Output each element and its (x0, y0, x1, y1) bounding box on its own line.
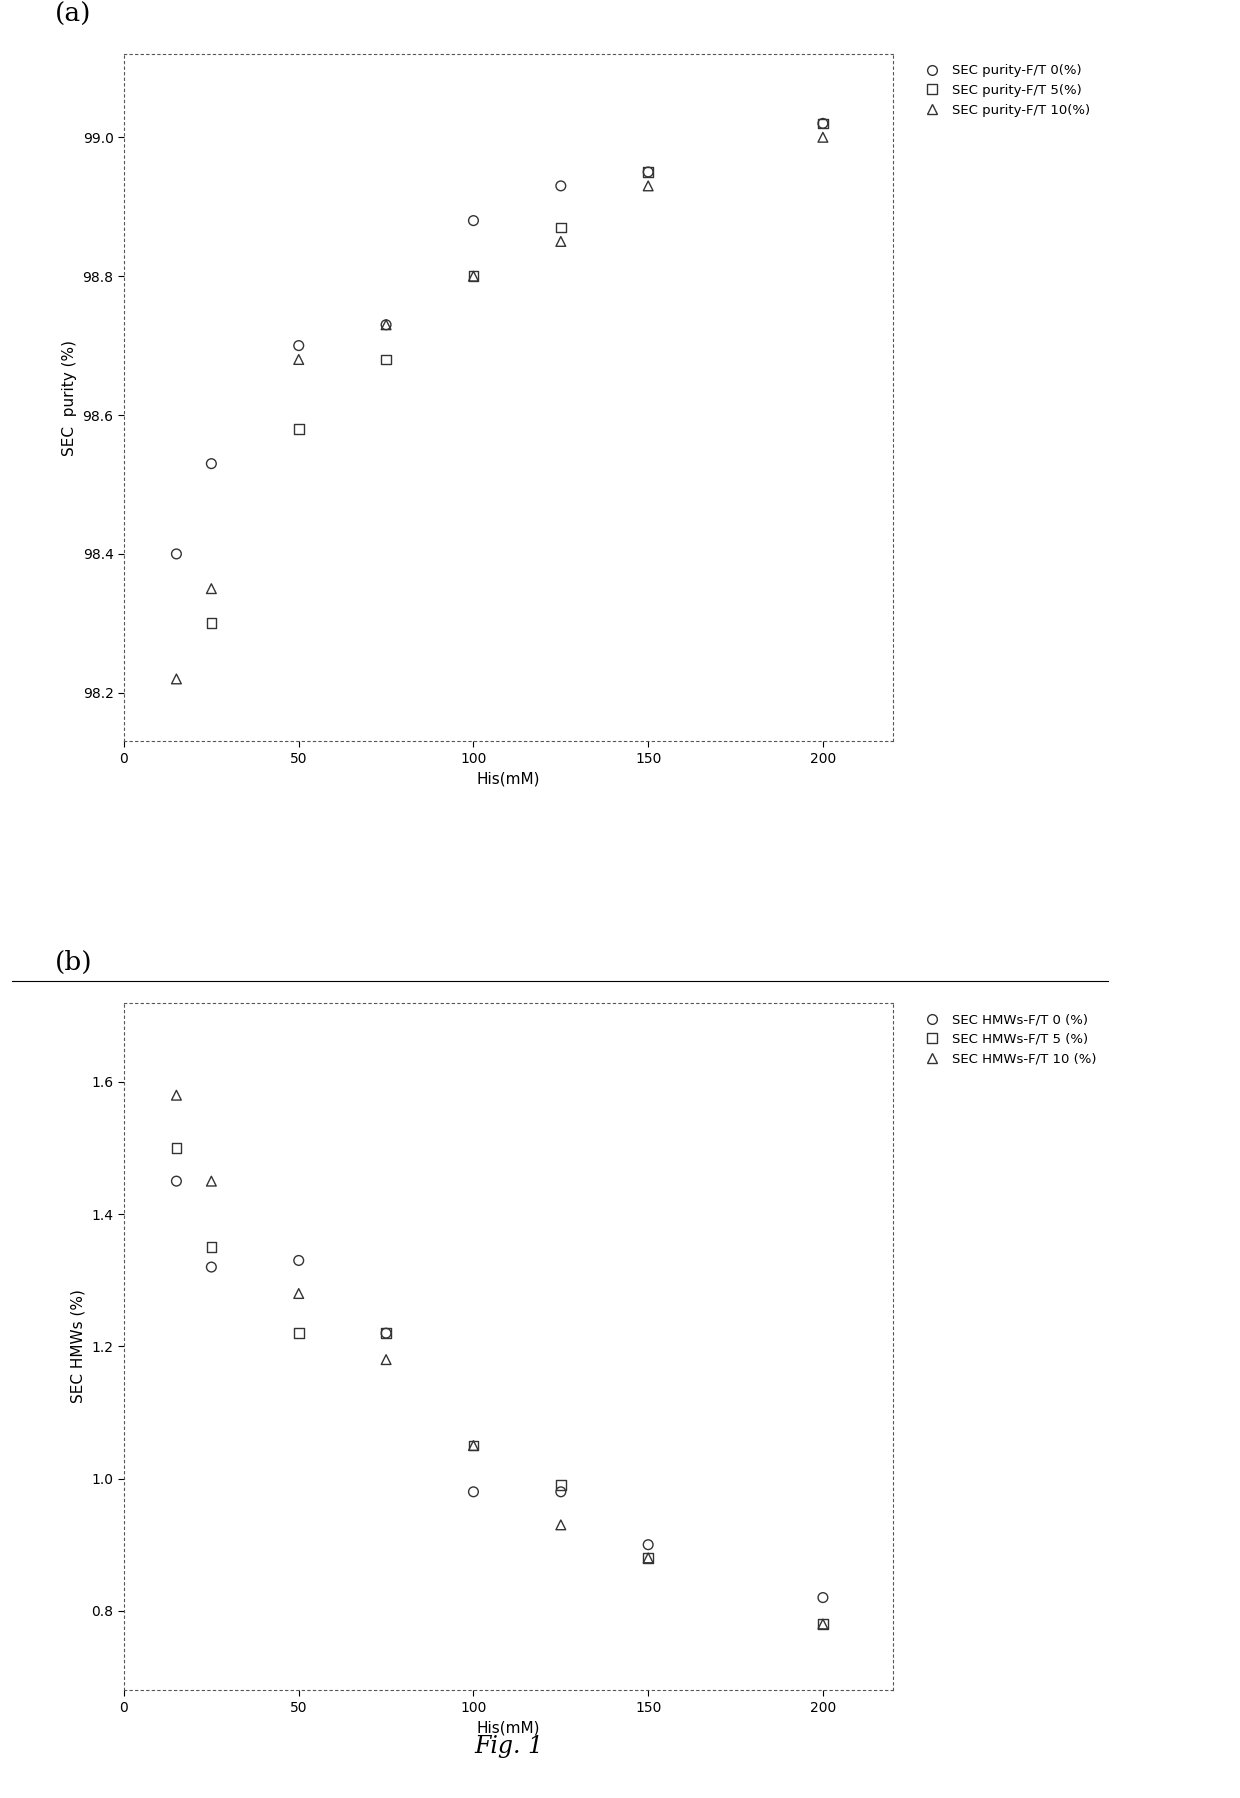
Point (551, 1471, 570, 1500)
Point (289, 1318, 309, 1347)
X-axis label: His(mM): His(mM) (476, 771, 541, 786)
Point (376, 345, 396, 374)
Point (813, 110, 833, 138)
Y-axis label: SEC  purity (%): SEC purity (%) (62, 340, 77, 455)
Y-axis label: SEC HMWs (%): SEC HMWs (%) (71, 1289, 86, 1402)
Point (289, 331, 309, 360)
Point (289, 345, 309, 374)
Point (201, 610, 221, 638)
Point (464, 263, 484, 291)
Point (464, 1431, 484, 1460)
Point (376, 311, 396, 340)
Point (201, 450, 221, 478)
Point (551, 1478, 570, 1507)
Point (639, 1543, 658, 1571)
Point (201, 1253, 221, 1282)
Point (166, 1081, 186, 1109)
Point (464, 263, 484, 291)
Point (376, 1318, 396, 1347)
Point (201, 574, 221, 602)
Point (639, 158, 658, 187)
Point (813, 110, 833, 138)
Point (289, 415, 309, 444)
Point (813, 1609, 833, 1638)
Point (813, 1584, 833, 1613)
Point (201, 1233, 221, 1262)
Point (166, 1135, 186, 1163)
Point (289, 1246, 309, 1275)
Point (813, 122, 833, 151)
Point (464, 1478, 484, 1507)
Point (376, 311, 396, 340)
Legend: SEC HMWs-F/T 0 (%), SEC HMWs-F/T 5 (%), SEC HMWs-F/T 10 (%): SEC HMWs-F/T 0 (%), SEC HMWs-F/T 5 (%), … (915, 1009, 1100, 1070)
Text: (b): (b) (55, 949, 93, 975)
Point (376, 1345, 396, 1374)
Point (639, 171, 658, 200)
Point (464, 1431, 484, 1460)
Point (464, 207, 484, 236)
Point (201, 1167, 221, 1196)
Point (639, 158, 658, 187)
Point (551, 171, 570, 200)
Point (289, 1278, 309, 1307)
Text: Fig. 1: Fig. 1 (474, 1735, 543, 1758)
Text: (a): (a) (55, 2, 92, 27)
Point (639, 1530, 658, 1559)
Legend: SEC purity-F/T 0(%), SEC purity-F/T 5(%), SEC purity-F/T 10(%): SEC purity-F/T 0(%), SEC purity-F/T 5(%)… (915, 61, 1094, 120)
Point (376, 1318, 396, 1347)
Point (551, 214, 570, 243)
Point (551, 227, 570, 255)
Point (551, 1510, 570, 1539)
Point (166, 665, 186, 694)
Point (166, 539, 186, 568)
Point (639, 1543, 658, 1571)
X-axis label: His(mM): His(mM) (476, 1721, 541, 1735)
Point (813, 1609, 833, 1638)
Point (166, 1167, 186, 1196)
